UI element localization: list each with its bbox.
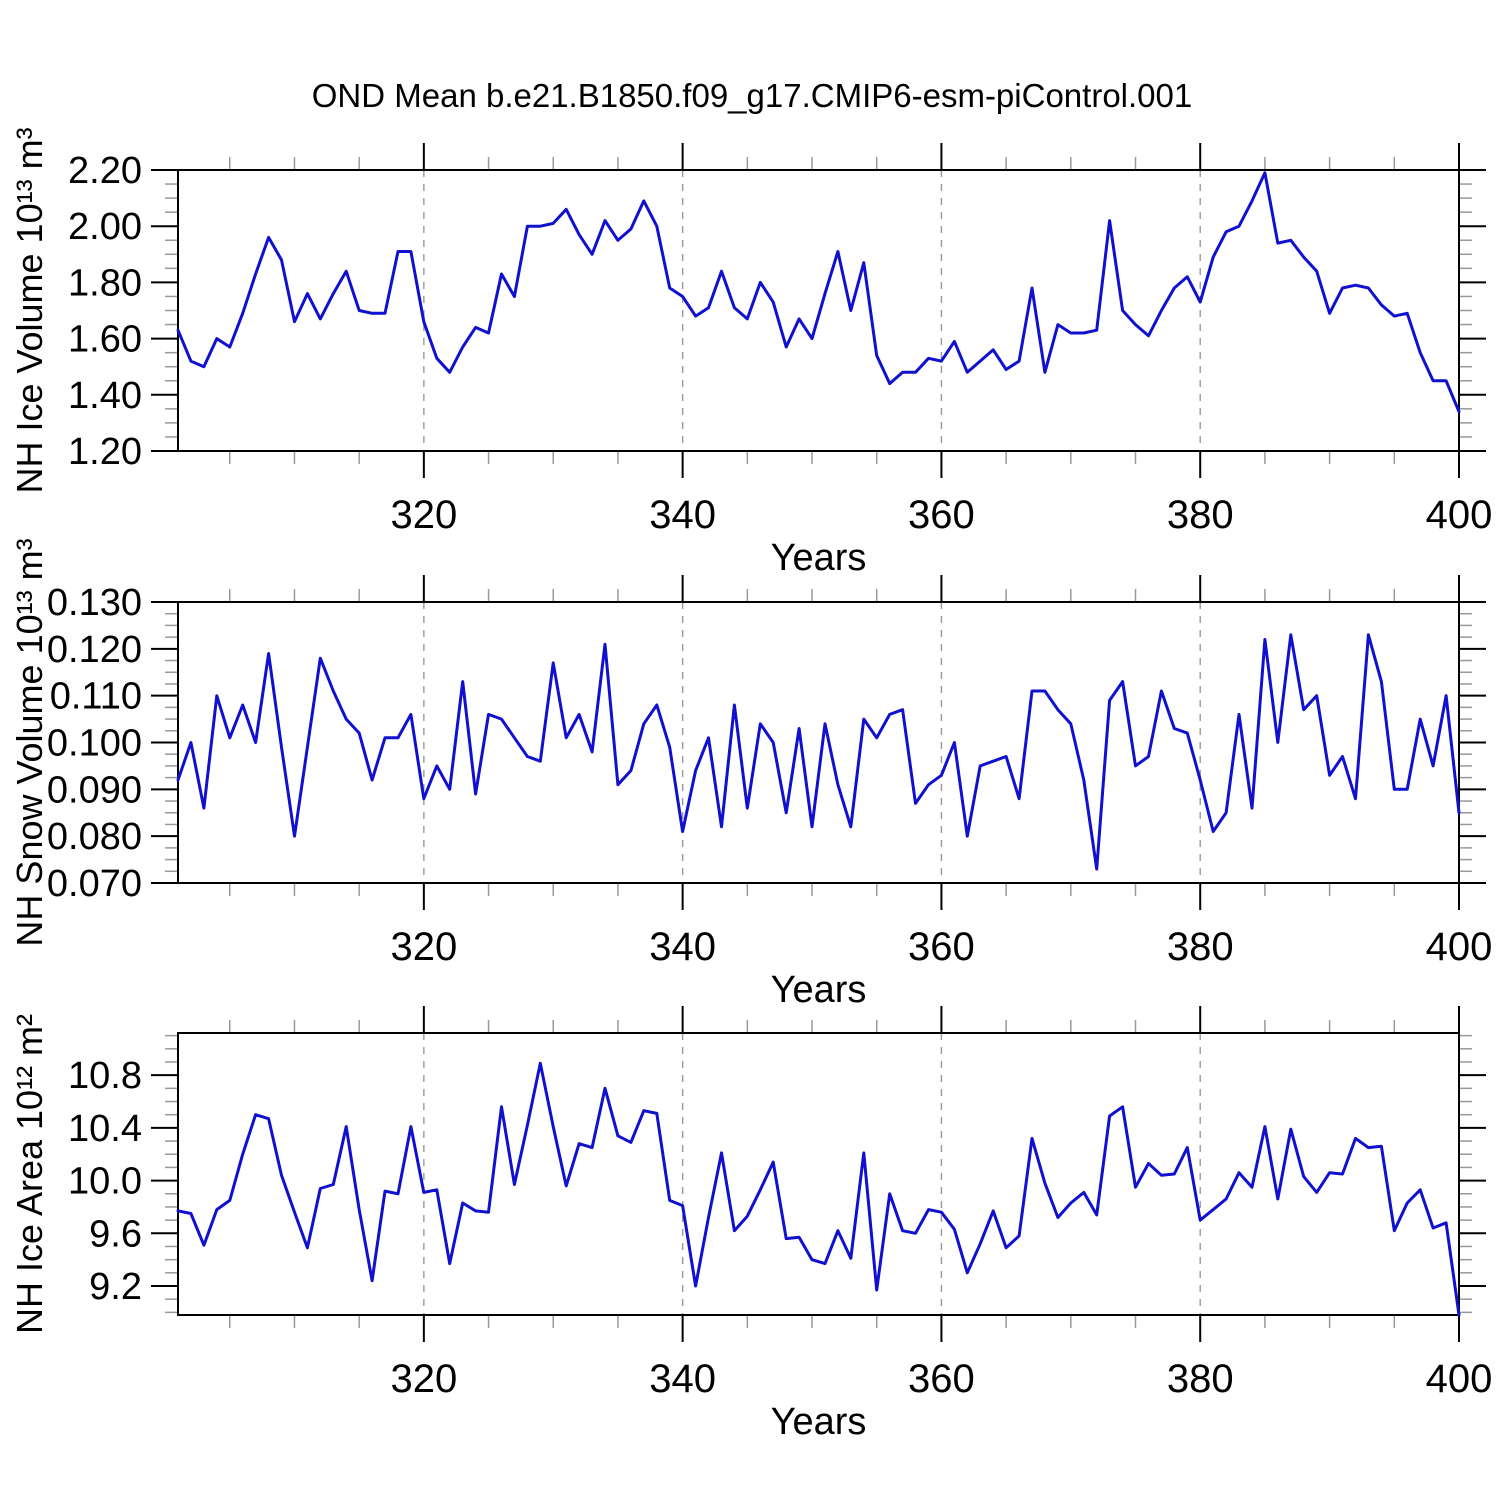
x-tick-label: 380 <box>1167 493 1234 537</box>
x-tick-label: 380 <box>1167 925 1234 969</box>
y-tick-label: 10.0 <box>68 1161 142 1203</box>
panel-nh-ice-volume: 320 340 360 380 400 1.20 1.40 1.60 1.80 2.00 2.20 Y… <box>9 127 1492 579</box>
y-tick-label: 10.8 <box>68 1055 142 1097</box>
x-tick-label: 340 <box>649 925 716 969</box>
y-tick-label: 0.080 <box>47 816 142 858</box>
x-tick-label: 400 <box>1426 493 1493 537</box>
y-tick-label: 1.40 <box>68 375 142 417</box>
x-tick-label: 320 <box>390 925 457 969</box>
y-tick-label: 0.070 <box>47 863 142 905</box>
x-axis-label: Years <box>771 537 867 579</box>
y-tick-label: 0.130 <box>47 582 142 624</box>
nh-snow-volume-series-line <box>176 633 1461 871</box>
y-tick-label: 1.80 <box>68 262 142 304</box>
x-tick-label: 340 <box>649 1357 716 1401</box>
x-tick-label: 380 <box>1167 1357 1234 1401</box>
x-axis-label: Years <box>771 1401 867 1443</box>
x-tick-label: 320 <box>390 1357 457 1401</box>
y-tick-label: 0.120 <box>47 629 142 671</box>
plot-frame <box>177 169 1460 452</box>
x-tick-label: 340 <box>649 493 716 537</box>
x-tick-label: 320 <box>390 493 457 537</box>
nh-ice-volume-series-line <box>176 171 1461 414</box>
y-tick-label: 2.20 <box>68 150 142 192</box>
y-axis-label: NH Snow Volume 10¹³ m³ <box>9 538 50 946</box>
y-tick-label: 1.20 <box>68 431 142 473</box>
y-tick-label: 0.100 <box>47 723 142 765</box>
y-tick-label: 0.090 <box>47 769 142 811</box>
panel-nh-ice-area: 320 340 360 380 400 9.2 9.6 10.0 10.4 10.8 Years NH… <box>9 1006 1492 1443</box>
x-tick-label: 400 <box>1426 925 1493 969</box>
y-tick-label: 9.6 <box>89 1213 142 1255</box>
x-tick-label: 360 <box>908 1357 975 1401</box>
y-tick-label: 0.110 <box>50 676 142 718</box>
nh-ice-area-series-line <box>176 1061 1461 1317</box>
y-axis-label: NH Ice Volume 10¹³ m³ <box>9 127 50 493</box>
x-tick-label: 400 <box>1426 1357 1493 1401</box>
x-tick-label: 360 <box>908 925 975 969</box>
plot-frame <box>177 601 1460 884</box>
x-tick-label: 360 <box>908 493 975 537</box>
y-tick-label: 1.60 <box>68 319 142 361</box>
y-tick-label: 2.00 <box>68 206 142 248</box>
y-axis-label: NH Ice Area 10¹² m² <box>9 1014 50 1334</box>
y-tick-label: 10.4 <box>68 1108 142 1150</box>
y-tick-label: 9.2 <box>89 1266 142 1308</box>
plot-frame <box>177 1032 1460 1316</box>
x-axis-label: Years <box>771 969 867 1011</box>
chart-title: OND Mean b.e21.B1850.f09_g17.CMIP6-esm-p… <box>312 77 1192 114</box>
